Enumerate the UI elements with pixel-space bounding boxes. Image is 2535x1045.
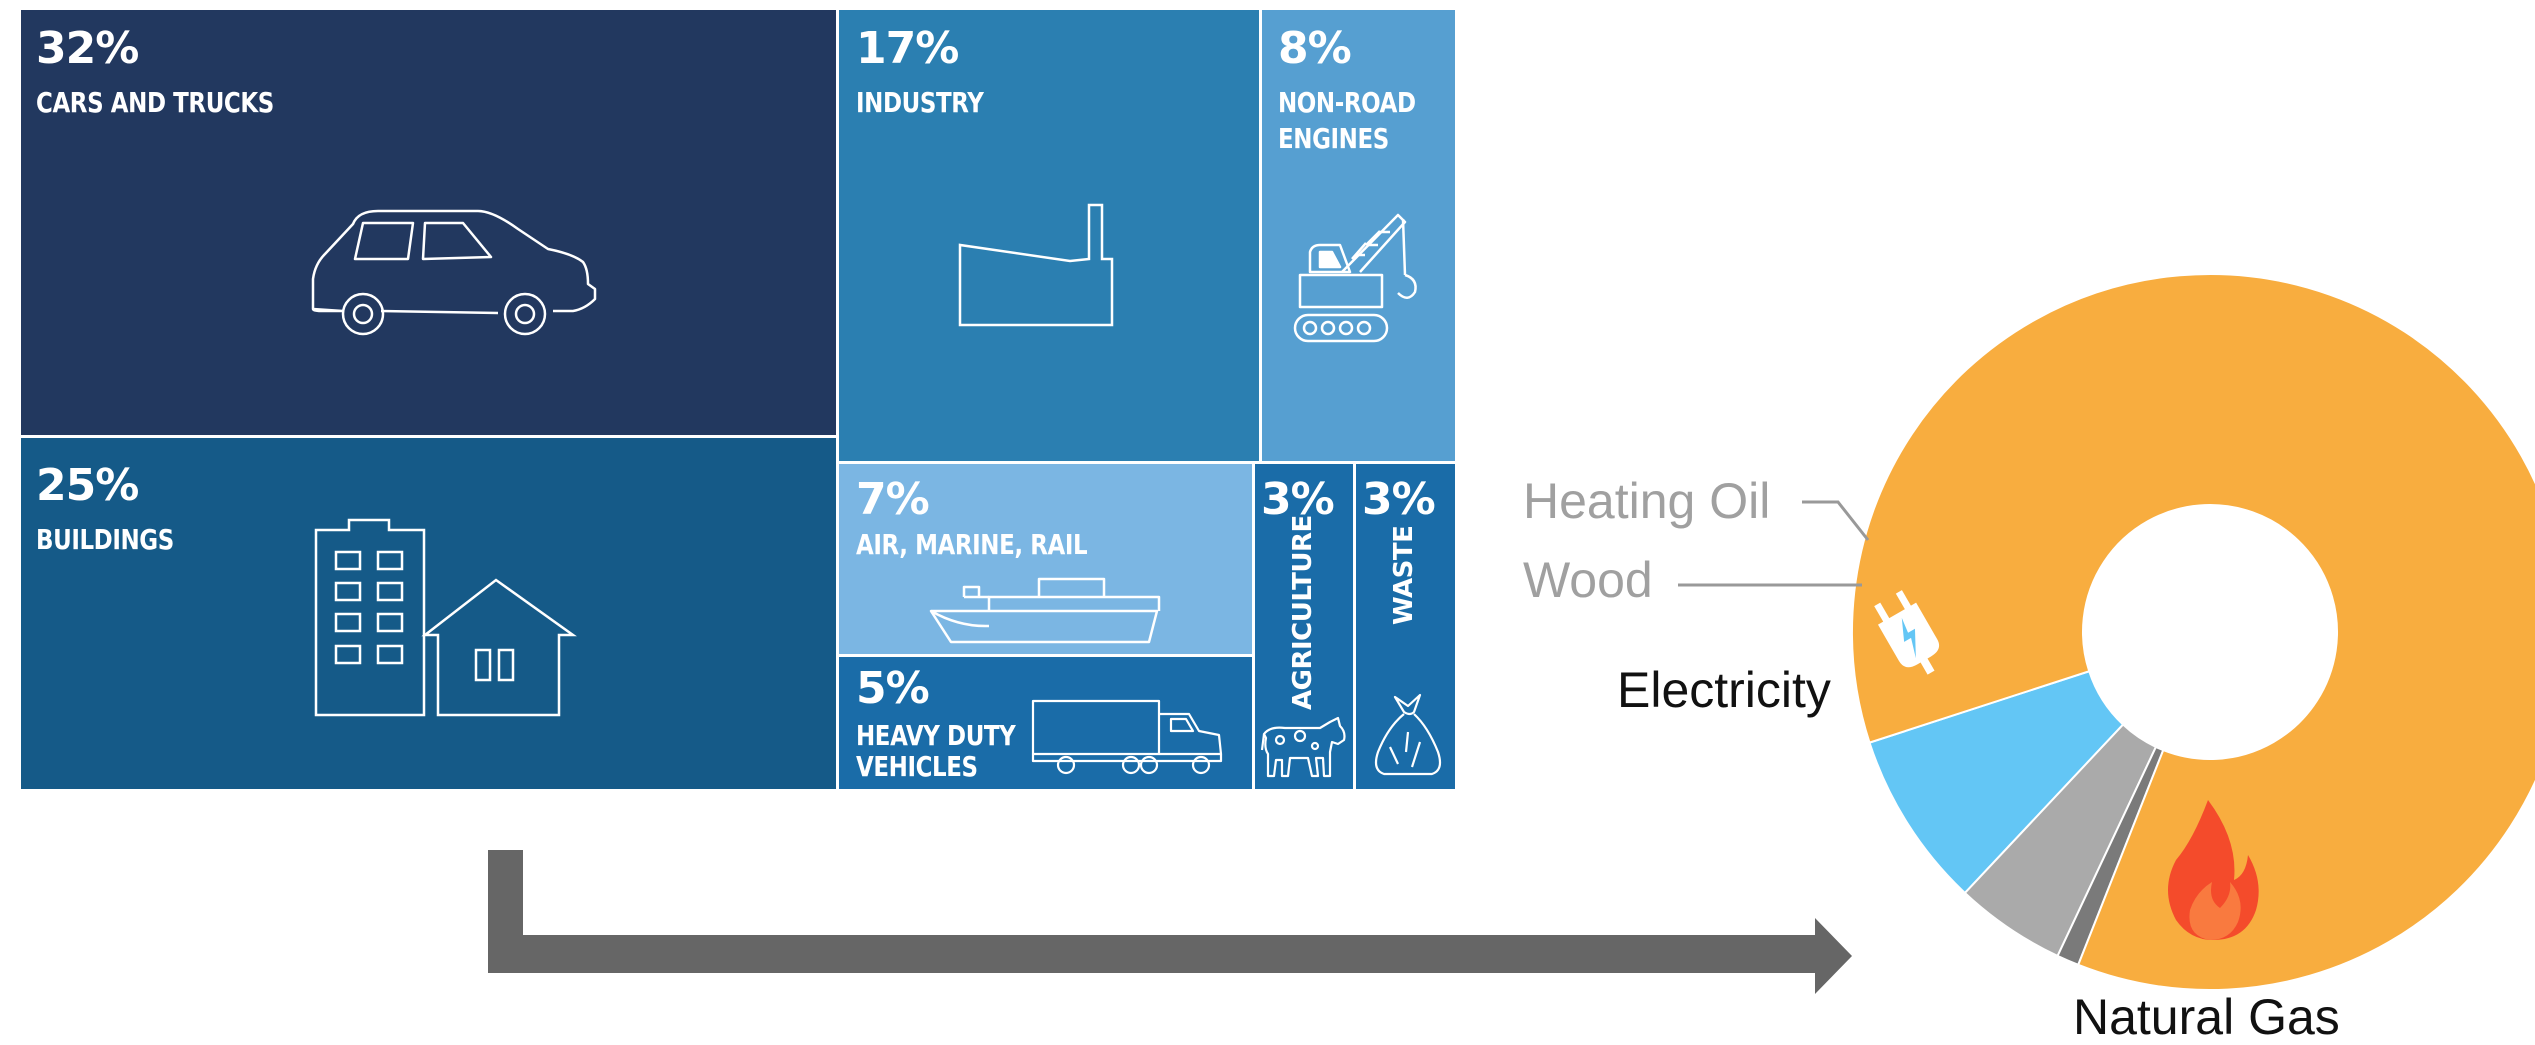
tile-label-line-2: VEHICLES [856, 750, 978, 783]
tile-percent: 3% [1362, 474, 1436, 525]
cow-icon [1260, 714, 1350, 782]
heating-oil-leader-line [1802, 500, 1870, 541]
tile-label: INDUSTRY [856, 86, 984, 119]
tile-percent: 3% [1261, 474, 1335, 525]
tile-waste: 3% WASTE [1356, 464, 1455, 789]
ship-icon [929, 569, 1169, 649]
truck-icon [1031, 699, 1231, 779]
slice-electricity [1868, 669, 2125, 895]
tile-percent: 5% [856, 663, 930, 714]
trash-bag-icon [1370, 692, 1446, 778]
slice-wood [1963, 723, 2158, 958]
tile-label: AIR, MARINE, RAIL [856, 528, 1088, 561]
label-electricity: Electricity [1617, 662, 1831, 718]
tile-percent: 32% [36, 23, 139, 74]
label-heating-oil: Heating Oil [1523, 473, 1771, 529]
flame-icon [2168, 800, 2259, 940]
slice-natural-gas [1851, 273, 2535, 991]
tile-label: CARS AND TRUCKS [36, 86, 274, 119]
tile-industry: 17% INDUSTRY [839, 10, 1259, 461]
label-natural-gas: Natural Gas [2073, 989, 2340, 1045]
tile-buildings: 25% BUILDINGS [21, 438, 836, 789]
tile-label-line-2: ENGINES [1278, 122, 1389, 155]
tile-cars-and-trucks: 32% CARS AND TRUCKS [21, 10, 836, 435]
tile-air-marine-rail: 7% AIR, MARINE, RAIL [839, 464, 1252, 654]
tile-percent: 17% [856, 23, 959, 74]
tile-label-line-1: NON-ROAD [1278, 86, 1416, 119]
plug-icon [1874, 590, 1940, 675]
tile-label-line-1: HEAVY DUTY [856, 719, 1016, 752]
tile-percent: 7% [856, 474, 930, 525]
tile-label: BUILDINGS [36, 523, 174, 556]
tile-agriculture: 3% AGRICULTURE [1255, 464, 1353, 789]
tile-non-road-engines: 8% NON-ROAD ENGINES [1262, 10, 1455, 461]
car-icon [303, 199, 603, 349]
factory-icon [957, 203, 1117, 333]
tile-percent: 8% [1278, 23, 1352, 74]
tile-heavy-duty-vehicles: 5% HEAVY DUTY VEHICLES [839, 657, 1252, 789]
buildings-icon [311, 510, 591, 720]
label-wood: Wood [1523, 552, 1653, 608]
tile-percent: 25% [36, 460, 139, 511]
crane-icon [1290, 207, 1430, 347]
